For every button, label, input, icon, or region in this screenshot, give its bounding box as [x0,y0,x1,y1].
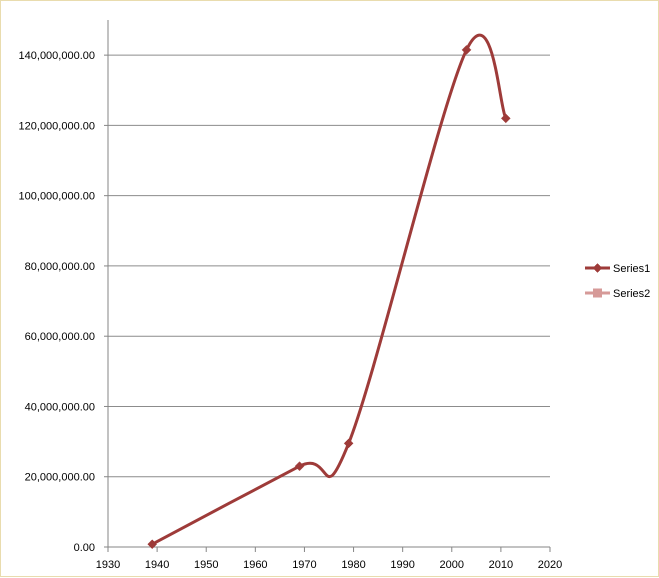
x-tick-label: 2000 [440,559,464,571]
y-tick-label: 120,000,000.00 [19,120,95,132]
series-1 [147,33,511,550]
y-tick-label: 20,000,000.00 [25,472,95,484]
y-tick-label: 80,000,000.00 [25,261,95,273]
y-axis-tick-labels: 0.00 20,000,000.00 40,000,000.00 60,000,000… [19,50,95,554]
series-line [150,33,508,546]
y-tick-label: 140,000,000.00 [19,50,95,62]
legend-marker [593,288,602,298]
x-tick-label: 1930 [96,559,120,571]
gridlines [108,54,550,478]
x-tick-label: 1980 [341,559,365,571]
data-point [147,539,158,550]
legend-entry: Series1 [585,263,650,275]
data-point [294,461,305,472]
x-tick-label: 2020 [538,559,562,571]
legend: Series1 Series2 [585,263,650,300]
legend-marker [592,263,603,273]
y-tick-label: 0.00 [74,542,95,554]
x-axis-tick-labels: 1930 1940 1950 1960 1970 1980 1990 2000 2010 2020 [96,559,562,571]
y-tick-label: 100,000,000.00 [19,191,95,203]
x-tick-label: 1950 [194,559,218,571]
x-tick-label: 1940 [145,559,169,571]
series-plot [147,33,511,550]
legend-label: Series1 [613,263,650,275]
data-point [461,45,472,55]
y-tick-label: 40,000,000.00 [25,401,95,413]
legend-label: Series2 [613,288,650,300]
x-tick-label: 1990 [390,559,414,571]
x-tick-label: 1960 [243,559,267,571]
data-point [500,113,511,124]
legend-entry: Series2 [585,288,650,300]
x-tick-label: 2010 [489,559,513,571]
data-point [343,438,354,449]
y-tick-label: 60,000,000.00 [25,331,95,343]
x-tick-label: 1970 [292,559,316,571]
axes [104,20,551,552]
